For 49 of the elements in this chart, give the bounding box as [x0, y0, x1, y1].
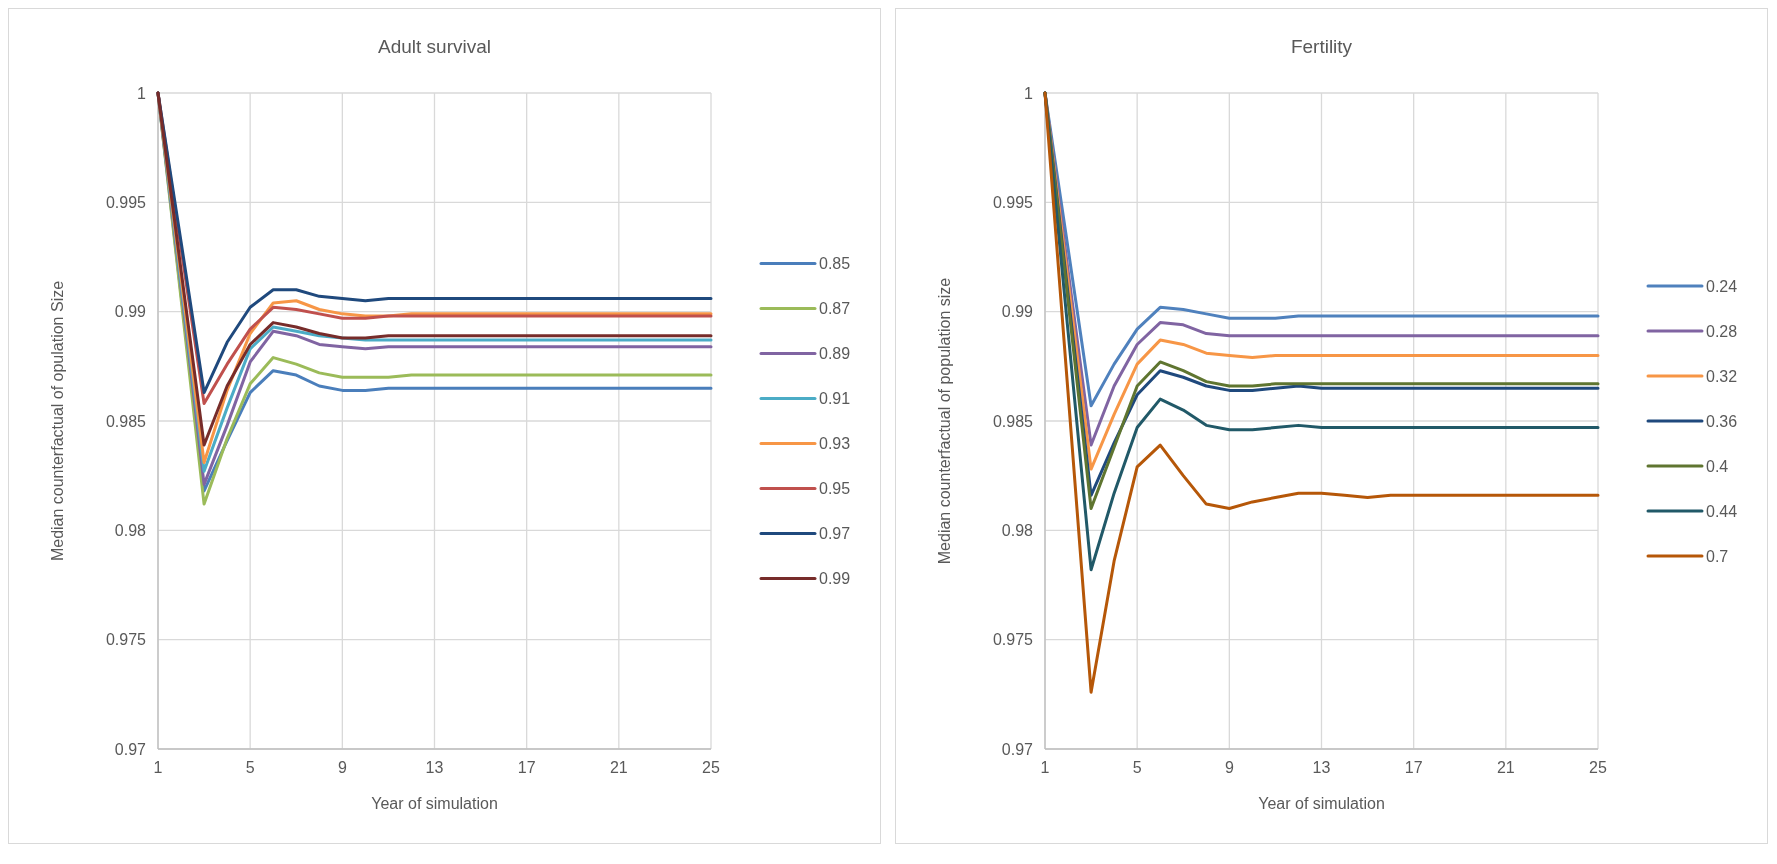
y-tick-label: 0.98	[1001, 521, 1034, 539]
chart-title: Adult survival	[378, 36, 491, 57]
legend-label: 0.44	[1706, 502, 1738, 520]
y-axis-title: Median counterfactual of population size	[936, 277, 953, 565]
x-tick-label: 1	[1040, 759, 1050, 776]
y-tick-label: 0.98	[114, 521, 147, 539]
legend-label: 0.7	[1706, 547, 1729, 565]
y-tick-label: 0.975	[992, 631, 1034, 649]
y-tick-label: 0.99	[1001, 303, 1034, 321]
legend-label: 0.4	[1706, 457, 1729, 475]
y-tick-label: 1	[137, 84, 147, 102]
x-tick-label: 25	[702, 759, 720, 776]
x-tick-label: 5	[245, 759, 255, 776]
legend-label: 0.85	[819, 255, 851, 273]
x-axis-title: Year of simulation	[1258, 795, 1385, 812]
x-tick-label: 9	[337, 759, 347, 776]
legend-label: 0.28	[1706, 322, 1738, 340]
y-tick-label: 1	[1024, 84, 1034, 102]
x-tick-label: 9	[1224, 759, 1234, 776]
x-tick-label: 1	[153, 759, 163, 776]
x-tick-label: 17	[517, 759, 536, 776]
y-axis-title: Median counterfactual of opulation Size	[49, 280, 66, 562]
x-axis-title: Year of simulation	[371, 795, 498, 812]
legend-label: 0.99	[819, 570, 851, 588]
x-tick-label: 25	[1589, 759, 1607, 776]
legend-label: 0.89	[819, 345, 851, 363]
legend-label: 0.95	[819, 480, 851, 498]
legend-label: 0.24	[1706, 277, 1738, 295]
y-tick-label: 0.985	[992, 412, 1034, 430]
legend-label: 0.32	[1706, 367, 1738, 385]
y-tick-label: 0.97	[1001, 740, 1034, 758]
y-tick-label: 0.99	[114, 303, 147, 321]
x-tick-label: 13	[1312, 759, 1331, 776]
chart-title: Fertility	[1290, 36, 1353, 57]
y-tick-label: 0.975	[105, 631, 147, 649]
legend-label: 0.93	[819, 435, 851, 453]
legend-label: 0.91	[819, 390, 851, 408]
y-tick-label: 0.985	[105, 412, 147, 430]
x-tick-label: 21	[609, 759, 628, 776]
legend-label: 0.87	[819, 300, 851, 318]
legend-label: 0.36	[1706, 412, 1738, 430]
x-tick-label: 13	[425, 759, 444, 776]
x-tick-label: 17	[1404, 759, 1423, 776]
y-tick-label: 0.995	[105, 193, 147, 211]
x-tick-label: 21	[1496, 759, 1515, 776]
y-tick-label: 0.995	[992, 193, 1034, 211]
y-tick-label: 0.97	[114, 740, 147, 758]
legend-label: 0.97	[819, 525, 851, 543]
x-tick-label: 5	[1132, 759, 1142, 776]
